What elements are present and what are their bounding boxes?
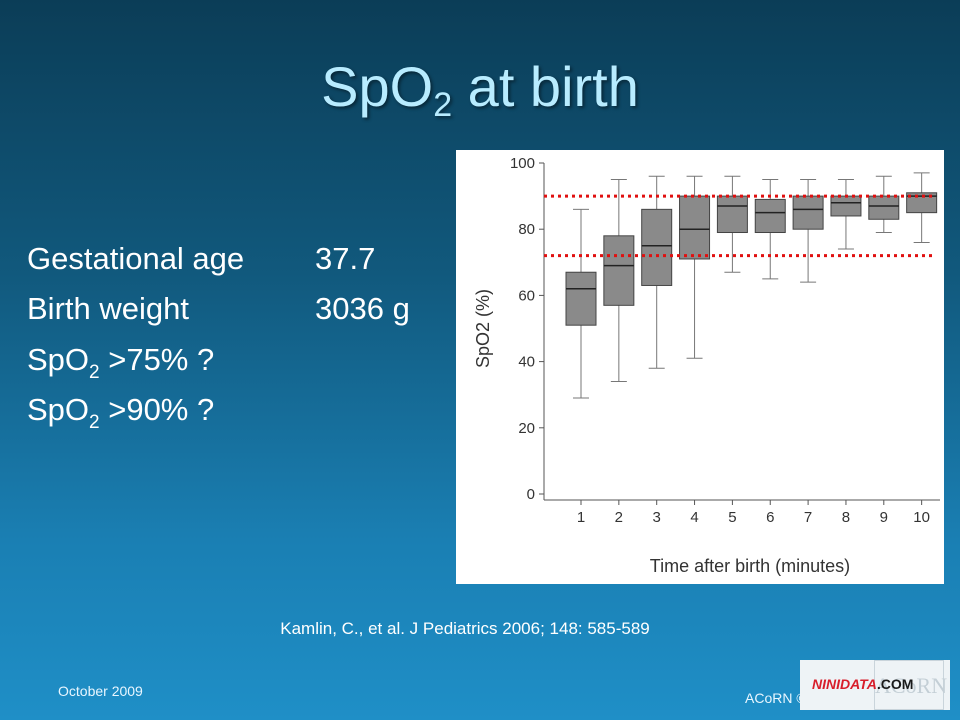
box-iqr <box>906 192 938 214</box>
y-tick-label: 20 <box>518 420 535 437</box>
x-tick-label: 9 <box>880 509 888 526</box>
x-tick-label: 2 <box>615 509 623 526</box>
box-iqr <box>830 195 862 217</box>
spo2-90-row: SpO2 >90% ? <box>27 392 215 432</box>
box-iqr <box>716 195 748 234</box>
title-main: SpO <box>321 55 434 118</box>
gestational-age-label: Gestational age <box>27 241 245 276</box>
gestational-age-value: 37.7 <box>315 241 376 276</box>
acorn-logo-badge: ACoRN <box>874 660 947 710</box>
x-tick-label: 10 <box>913 509 930 526</box>
spo2-75-rest: >75% ? <box>99 342 215 377</box>
spo2-75-row: SpO2 >75% ? <box>27 342 215 382</box>
spo2-90-main: SpO <box>27 392 90 427</box>
y-tick-label: 40 <box>518 354 535 371</box>
title-rest: at birth <box>452 55 639 118</box>
x-tick-label: 5 <box>728 509 736 526</box>
boxplot-chart: 0 20 40 60 80 100 1 2 3 4 5 6 7 8 9 10 Time after birth … <box>473 155 940 576</box>
box-iqr <box>792 195 824 230</box>
logo-text: NINIDATA.COM <box>812 676 913 692</box>
y-tick-label: 100 <box>510 155 535 172</box>
footer-date: October 2009 <box>58 683 143 699</box>
x-tick-label: 3 <box>653 509 661 526</box>
box-iqr <box>641 208 673 286</box>
logo-text-suffix: .COM <box>876 676 914 692</box>
logo-text-main: NINIDATA <box>812 676 877 692</box>
birth-weight-value: 3036 g <box>315 291 410 326</box>
title-subscript: 2 <box>433 86 453 124</box>
box-iqr <box>754 198 786 234</box>
box-iqr <box>565 271 597 326</box>
y-axis-title: SpO2 (%) <box>473 289 493 368</box>
spo2-90-rest: >90% ? <box>99 392 215 427</box>
citation: Kamlin, C., et al. J Pediatrics 2006; 14… <box>280 619 650 638</box>
box-iqr <box>868 195 900 220</box>
birth-weight-label: Birth weight <box>27 291 189 326</box>
x-axis-title: Time after birth (minutes) <box>650 556 850 576</box>
x-tick-label: 6 <box>766 509 774 526</box>
x-tick-label: 8 <box>842 509 850 526</box>
box-iqr <box>679 195 711 260</box>
x-tick-label: 7 <box>804 509 812 526</box>
spo2-90-subscript: 2 <box>89 412 100 433</box>
spo2-75-subscript: 2 <box>89 362 100 383</box>
x-tick-label: 1 <box>577 509 585 526</box>
gestational-age-row: Gestational age 37.7 <box>27 241 375 277</box>
slide-title: SpO2 at birth <box>0 52 960 122</box>
y-tick-label: 80 <box>518 221 535 238</box>
watermark-logo: ACoRN NINIDATA.COM <box>800 660 950 710</box>
spo2-75-main: SpO <box>27 342 90 377</box>
birth-weight-row: Birth weight 3036 g <box>27 291 410 327</box>
box-iqr <box>603 235 635 306</box>
y-tick-label: 0 <box>527 486 535 503</box>
y-tick-label: 60 <box>518 287 535 304</box>
x-tick-label: 4 <box>690 509 698 526</box>
chart-panel: 0 20 40 60 80 100 1 2 3 4 5 6 7 8 9 10 Time after birth … <box>456 150 944 584</box>
